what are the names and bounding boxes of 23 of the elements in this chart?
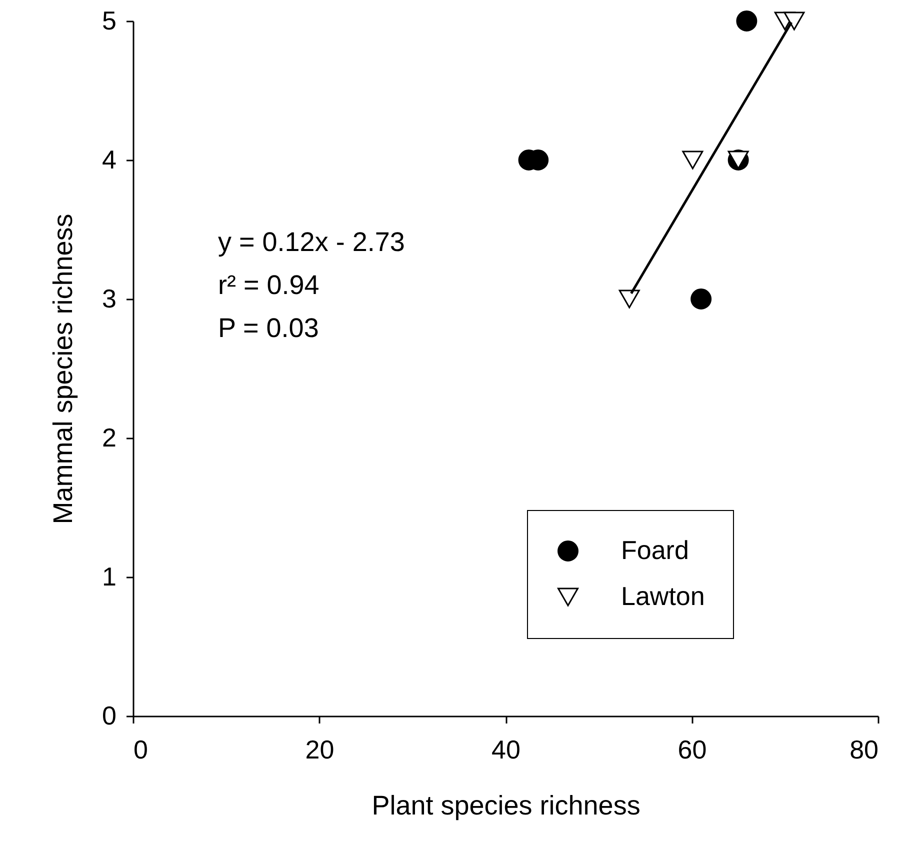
y-axis-title: Mammal species richness [48,214,78,524]
x-axis-title: Plant species richness [372,790,640,820]
y-tick-label: 3 [102,284,116,314]
x-tick-label: 80 [850,734,878,764]
annotation: P = 0.03 [218,313,319,343]
y-tick-label: 0 [102,700,116,730]
point [690,288,712,310]
y-tick-label: 5 [102,6,116,36]
point [736,10,758,32]
point [682,150,704,170]
y-tick-label: 2 [102,422,116,452]
y-tick-label: 1 [102,562,116,592]
legend-label: Foard [621,535,689,565]
x-tick-label: 40 [492,734,520,764]
legend-label: Lawton [621,581,705,611]
annotation: r² = 0.94 [218,270,320,300]
point [784,12,805,30]
y-tick-label: 4 [102,144,116,174]
x-tick-label: 0 [134,734,148,764]
annotation: y = 0.12x - 2.73 [218,227,405,257]
point [618,290,640,308]
x-tick-label: 60 [678,734,707,764]
x-tick-label: 20 [305,734,334,764]
